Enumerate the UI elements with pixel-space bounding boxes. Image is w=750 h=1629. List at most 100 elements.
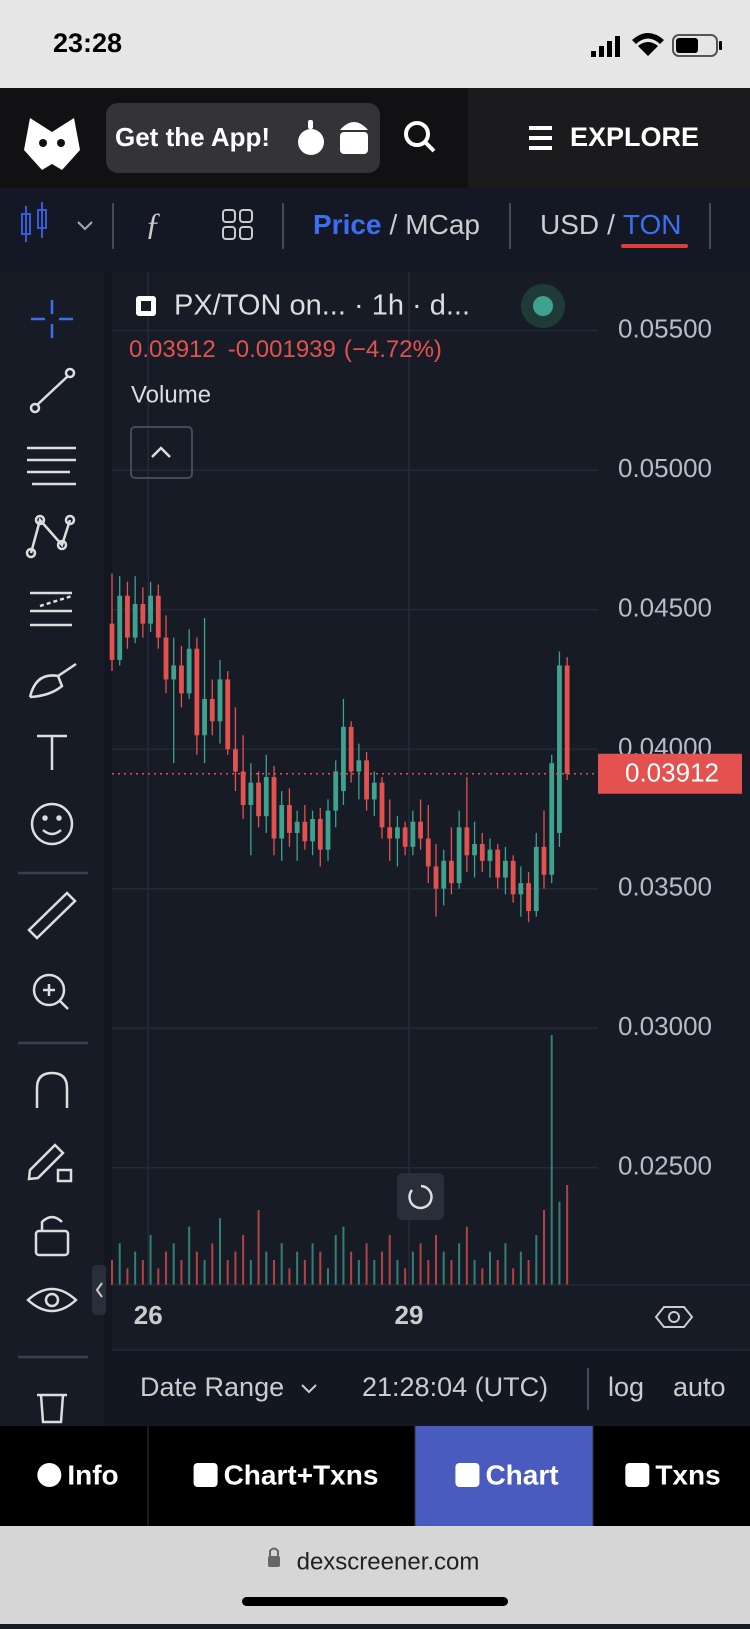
volume-bar <box>435 1235 437 1285</box>
nav-icon <box>193 1463 218 1487</box>
volume-bar <box>527 1260 530 1285</box>
lock-tool[interactable] <box>34 1215 70 1257</box>
y-tick-label: 0.02500 <box>618 1151 712 1181</box>
candle-body <box>433 866 439 889</box>
reset-button[interactable] <box>397 1173 444 1220</box>
ruler-tool[interactable] <box>27 891 77 940</box>
volume-bar <box>350 1251 353 1285</box>
volume-bar <box>273 1260 275 1285</box>
text-tool[interactable] <box>37 734 67 770</box>
nav-icon <box>625 1463 650 1487</box>
volume-bar <box>465 1226 468 1285</box>
separator: / <box>390 209 398 240</box>
legend-values: 0.03912 -0.001939 (−4.72%) <box>129 336 442 363</box>
emoji-tool[interactable] <box>30 802 74 846</box>
active-underline <box>621 244 688 248</box>
candle-body <box>348 726 354 772</box>
mcap-option[interactable]: MCap <box>405 209 480 240</box>
zoom-tool[interactable] <box>32 973 69 1010</box>
nav-active-bg <box>415 1426 593 1526</box>
candle-body <box>217 679 223 722</box>
date-range[interactable]: Date Range <box>140 1372 284 1402</box>
candle-body <box>356 760 362 772</box>
candle-body <box>371 782 377 800</box>
candle-body <box>294 821 300 833</box>
projection-tool[interactable] <box>30 591 73 627</box>
candle-body <box>487 849 493 861</box>
y-tick-label: 0.04500 <box>618 593 712 623</box>
candle-body <box>495 849 501 878</box>
nav-label[interactable]: Txns <box>655 1459 720 1490</box>
usd-option[interactable]: USD <box>540 209 599 240</box>
candle-body <box>364 760 369 800</box>
volume-bar <box>427 1260 430 1285</box>
volume-bar <box>257 1210 260 1285</box>
currency-toggle[interactable]: USD / TON <box>540 209 682 240</box>
candle-body <box>449 860 454 884</box>
layout-icon[interactable] <box>222 209 253 240</box>
volume-bar <box>134 1251 137 1285</box>
volume-bar <box>319 1251 322 1285</box>
explore-button[interactable] <box>468 88 750 188</box>
nav-label[interactable]: Chart <box>485 1459 558 1490</box>
indicators-icon[interactable]: ƒ <box>145 205 161 241</box>
volume-bar <box>303 1260 306 1285</box>
candle-body <box>441 860 447 889</box>
volume-bar <box>550 1035 553 1285</box>
volume-bar <box>265 1251 268 1285</box>
candle-body <box>549 763 555 875</box>
toolbar <box>0 188 750 266</box>
nav-icon <box>455 1463 480 1487</box>
volume-bar <box>311 1243 314 1285</box>
lock-shackle <box>269 1547 279 1556</box>
candle-body <box>148 595 153 624</box>
status-icons <box>591 33 722 57</box>
nav-label[interactable]: Info <box>67 1459 118 1490</box>
separator: / <box>607 209 615 240</box>
candle-body <box>233 749 238 772</box>
logo[interactable] <box>24 118 80 170</box>
volume-bar <box>296 1251 299 1285</box>
legend-collapse[interactable] <box>130 426 193 479</box>
ton-option[interactable]: TON <box>623 209 682 240</box>
search-icon[interactable] <box>404 121 436 153</box>
candle-body <box>310 818 315 842</box>
candle-body <box>240 771 246 806</box>
crosshair-tool[interactable] <box>31 300 73 338</box>
volume-bar <box>288 1268 291 1285</box>
volume-bar <box>242 1235 245 1285</box>
trendline-tool[interactable] <box>29 367 76 414</box>
lock-draw-tool[interactable] <box>27 1143 73 1183</box>
volume-bar <box>543 1210 545 1285</box>
candle-body <box>248 782 254 806</box>
volume-bar <box>226 1260 229 1285</box>
y-tick-label: 0.05000 <box>618 453 712 483</box>
candle-body <box>425 838 431 867</box>
magnet-tool[interactable] <box>35 1071 69 1108</box>
fib-tool[interactable] <box>27 446 76 486</box>
pattern-tool[interactable] <box>25 514 76 559</box>
candle-type-icon[interactable] <box>21 202 47 242</box>
volume-bar <box>111 1260 113 1285</box>
visibility-tool[interactable] <box>26 1287 78 1313</box>
volume-bar <box>473 1260 476 1285</box>
price-option[interactable]: Price <box>313 209 382 240</box>
candle-body <box>117 595 123 660</box>
volume-bar <box>450 1260 453 1285</box>
auto-toggle[interactable]: auto <box>673 1372 726 1402</box>
clock: 23:28 <box>53 28 122 58</box>
url[interactable]: dexscreener.com <box>297 1548 480 1575</box>
volume-bar <box>118 1243 121 1285</box>
chevron[interactable] <box>77 221 93 231</box>
log-toggle[interactable]: log <box>608 1372 644 1402</box>
candle-body <box>472 844 477 856</box>
brush-tool[interactable] <box>28 662 77 699</box>
price-mcap-toggle[interactable]: Price / MCap <box>313 209 480 240</box>
nav-label[interactable]: Chart+Txns <box>224 1459 379 1490</box>
axis-settings[interactable] <box>654 1306 694 1328</box>
sidebar-toggle[interactable] <box>92 1265 106 1315</box>
candle-body <box>541 846 547 875</box>
candle-body <box>163 637 169 680</box>
delete-tool[interactable] <box>37 1393 67 1424</box>
candle-body <box>263 777 269 817</box>
